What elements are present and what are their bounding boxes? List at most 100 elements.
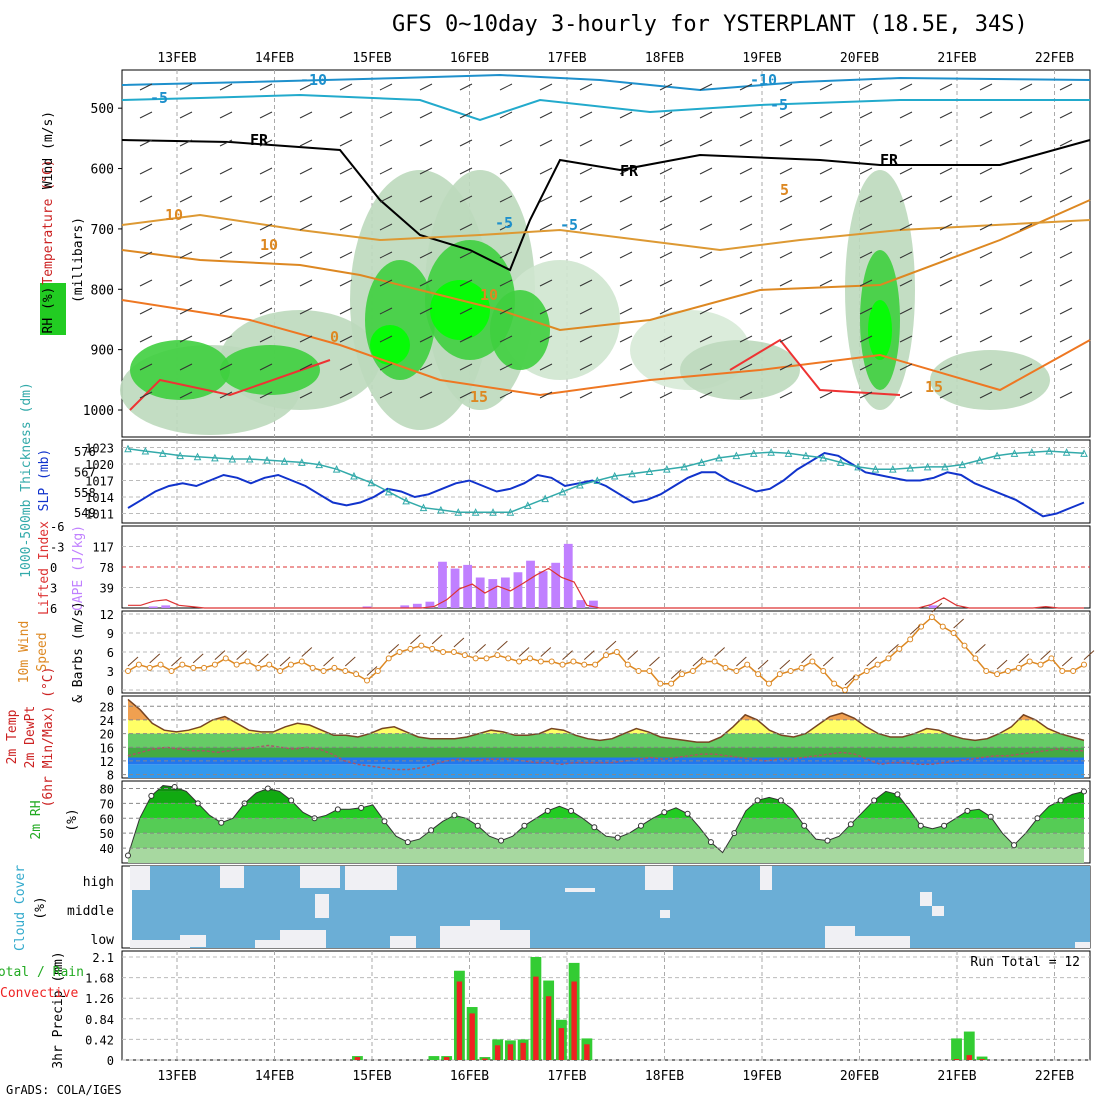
wind-speed-point <box>994 671 1001 678</box>
wind-barb <box>819 223 833 231</box>
thickness-point <box>1010 449 1019 457</box>
thickness-point <box>854 462 862 471</box>
wind-barb <box>659 111 673 119</box>
wind-barb <box>1059 391 1073 399</box>
wind-barb <box>139 363 153 371</box>
li-tick-label: 3 <box>50 582 57 596</box>
wind-barb <box>1019 167 1033 175</box>
slp-series-line <box>127 451 1085 518</box>
rh2m-point <box>964 807 971 814</box>
wind-barb <box>979 335 993 343</box>
cloud-block <box>645 866 673 890</box>
wind-barb <box>699 251 713 259</box>
wind-barb <box>619 223 633 231</box>
wind-barb <box>379 363 393 371</box>
wind-speed-point <box>842 687 848 693</box>
wind-barb <box>779 335 793 343</box>
wind-barb <box>859 195 873 203</box>
wind-barb <box>219 111 233 119</box>
wind-barb <box>179 195 193 203</box>
wind-barb <box>579 391 593 399</box>
thickness-point <box>245 454 254 463</box>
surface-wind-barb <box>953 618 964 629</box>
wind-barb <box>379 335 393 343</box>
x-tick-label-bottom: 21FEB <box>937 1069 976 1084</box>
wind-speed-point <box>179 661 186 668</box>
surface-wind-barb <box>714 647 725 657</box>
wind-tick-label: 12 <box>100 608 114 622</box>
wind-barb <box>259 83 273 91</box>
wind-barb <box>379 111 393 119</box>
thickness-point <box>836 458 845 466</box>
contour-label: 15 <box>470 388 488 406</box>
wind-barb <box>579 279 593 287</box>
thickness-point <box>819 453 828 462</box>
cape-bar <box>538 571 548 608</box>
wind-barb <box>1059 279 1073 287</box>
rh2m-point <box>218 819 225 826</box>
thickness-point <box>993 451 1001 460</box>
surface-wind-barb <box>996 659 1008 670</box>
cape-bar <box>563 543 573 608</box>
wind-speed-point <box>385 655 392 662</box>
wind-barb <box>779 251 793 259</box>
temp-tick-label: 8 <box>107 769 114 783</box>
rh2m-point <box>824 837 831 844</box>
wind-barb <box>459 279 473 287</box>
surface-wind-barb <box>258 653 269 664</box>
wind-speed-point <box>211 661 218 668</box>
surface-wind-barb <box>431 634 443 645</box>
wind-barb <box>819 251 833 259</box>
rh2m-point <box>917 822 924 829</box>
wind-barb <box>539 391 553 399</box>
surface-wind-barb <box>822 656 834 667</box>
surface-wind-barb <box>975 643 986 654</box>
thickness-point <box>697 458 706 466</box>
wind-barb <box>259 251 273 259</box>
wind-barb <box>979 251 993 259</box>
li-tick-label: -6 <box>50 520 64 534</box>
cape-bar <box>450 568 460 608</box>
wind-barb <box>939 111 953 119</box>
wind-speed-point <box>559 661 566 668</box>
rh-shading-area <box>370 325 410 365</box>
rh2m-point <box>637 822 644 829</box>
wind-barb <box>899 195 913 203</box>
wind-speed-point <box>679 671 686 678</box>
wind-barb <box>739 391 753 399</box>
thickness-point <box>802 451 810 460</box>
wind-speed-point <box>494 652 501 659</box>
wind-speed-point <box>603 652 609 659</box>
thickness-point <box>141 446 150 455</box>
cloud-block <box>565 888 595 892</box>
wind-barb <box>419 391 433 399</box>
axis-label-temp: 2m Temp <box>5 709 20 764</box>
wind-barb <box>539 251 553 259</box>
wind-barb <box>979 363 993 371</box>
wind-barb <box>499 279 513 287</box>
wind-barb <box>419 111 433 119</box>
axis-label-slp: SLP (mb) <box>37 449 52 512</box>
wind-barb <box>739 363 753 371</box>
wind-barb <box>1059 167 1073 175</box>
wind-barb <box>619 83 633 91</box>
contour-line <box>121 139 1091 272</box>
wind-barb <box>819 307 833 315</box>
wind-barb <box>499 111 513 119</box>
wind-barb <box>419 195 433 203</box>
cape-bar <box>362 606 372 608</box>
wind-speed-point <box>820 668 827 674</box>
wind-barb <box>379 279 393 287</box>
wind-speed-point <box>255 664 262 671</box>
cloud-block <box>660 910 670 918</box>
wind-barb <box>979 307 993 315</box>
panel-frame-1 <box>121 439 1091 524</box>
wind-speed-point <box>201 664 208 671</box>
wind-barb <box>939 391 953 399</box>
thickness-point <box>384 487 393 496</box>
thickness-tick-label: 576 <box>74 445 96 459</box>
wind-speed-point <box>472 655 479 662</box>
thickness-point <box>471 508 480 516</box>
wind-barb <box>539 307 553 315</box>
wind-barb <box>539 279 553 287</box>
